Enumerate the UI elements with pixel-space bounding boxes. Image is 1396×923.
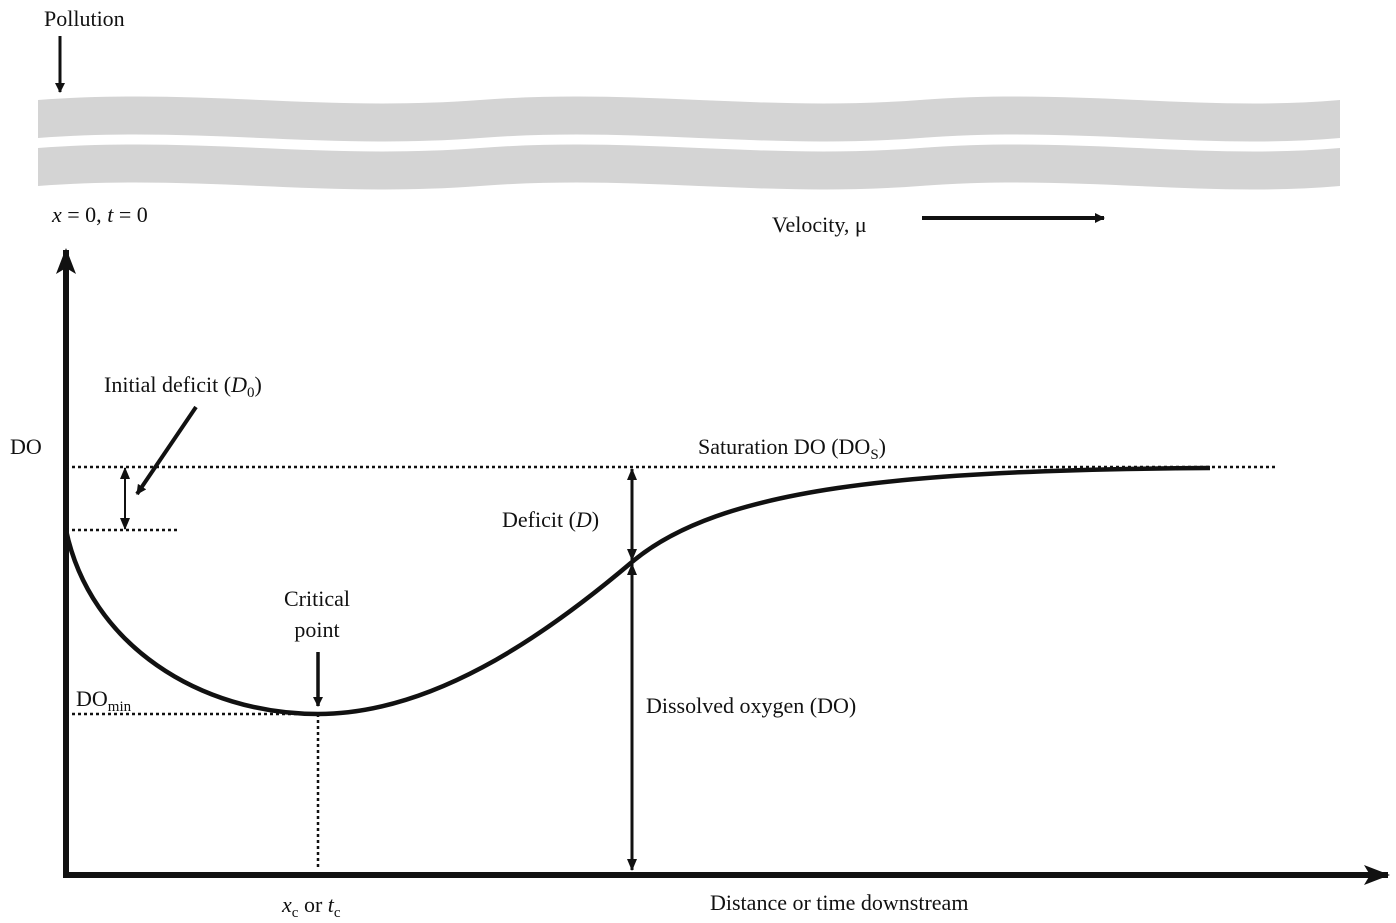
text-part: = 0 xyxy=(113,202,147,227)
dissolved-oxygen-label: Dissolved oxygen (DO) xyxy=(646,693,856,718)
guides xyxy=(66,467,1275,870)
initial-deficit-label: Initial deficit (D0) xyxy=(104,372,262,401)
critical-point-label: point xyxy=(294,617,339,642)
text-part: = 0, xyxy=(62,202,107,227)
do-min-label: DOmin xyxy=(76,686,132,715)
text-part: Deficit ( xyxy=(502,507,576,532)
text-part: or xyxy=(298,892,327,917)
velocity-label: Velocity, μ xyxy=(772,212,867,237)
pollution-label: Pollution xyxy=(44,6,125,31)
x-axis-label: Distance or time downstream xyxy=(710,890,968,915)
text-part: D xyxy=(230,372,247,397)
text-part: D xyxy=(575,507,592,532)
deficit-label: Deficit (D) xyxy=(502,507,599,532)
text-part: min xyxy=(108,699,132,715)
text-part: ) xyxy=(254,372,261,397)
text-part: Saturation DO (DO xyxy=(698,434,870,459)
sag-curve xyxy=(66,468,1210,714)
text-part: ) xyxy=(879,434,886,459)
critical-x-label: xc or tc xyxy=(281,892,341,921)
text-part: x xyxy=(281,892,292,917)
river-band xyxy=(38,97,1340,142)
diagram: Pollution x = 0, t = 0 Velocity, μ DO Di… xyxy=(0,0,1396,923)
text-part: S xyxy=(870,447,878,463)
y-axis-label: DO xyxy=(10,434,42,459)
river xyxy=(38,97,1340,190)
text-part: c xyxy=(334,905,341,921)
text-part: DO xyxy=(76,686,108,711)
river-band xyxy=(38,145,1340,190)
initial-deficit-pointer xyxy=(137,407,196,494)
text-part: 0 xyxy=(247,385,255,401)
critical-point-label: Critical xyxy=(284,586,350,611)
saturation-label: Saturation DO (DOS) xyxy=(698,434,886,463)
text-part: x xyxy=(51,202,62,227)
text-part: Initial deficit ( xyxy=(104,372,231,397)
text-part: ) xyxy=(592,507,599,532)
origin-label: x = 0, t = 0 xyxy=(51,202,148,227)
